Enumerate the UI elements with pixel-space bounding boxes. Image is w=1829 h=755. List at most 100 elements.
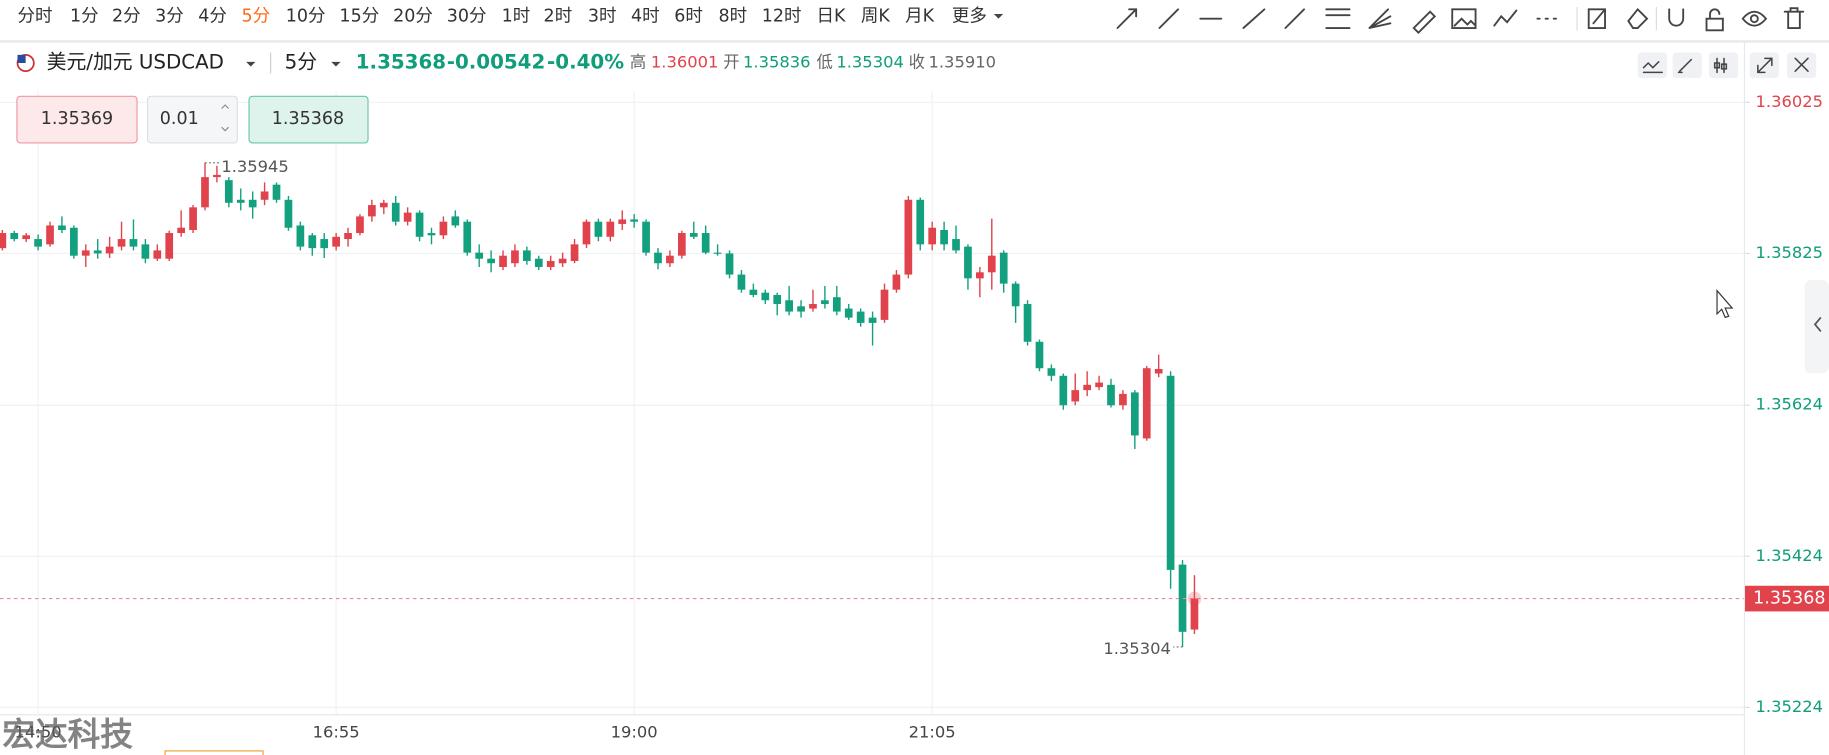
tool-icon[interactable] bbox=[1412, 10, 1437, 34]
candle-body bbox=[391, 202, 400, 222]
tool-icon[interactable] bbox=[1325, 8, 1351, 29]
candle-body bbox=[189, 207, 197, 230]
interval-tab[interactable]: 15分 bbox=[339, 6, 379, 26]
interval-tab[interactable]: 4分 bbox=[198, 6, 227, 26]
candle-body bbox=[451, 216, 460, 226]
tool-icon[interactable] bbox=[1493, 9, 1518, 27]
interval-tab[interactable]: 2时 bbox=[544, 6, 573, 26]
y-tick-label: 1.36025 bbox=[1756, 92, 1824, 111]
symbol-name[interactable]: 美元/加元 USDCAD bbox=[47, 51, 224, 74]
interval-tab[interactable]: 8时 bbox=[719, 6, 748, 26]
price-change-pct: -0.40% bbox=[547, 51, 624, 74]
window-button-icon bbox=[1794, 57, 1809, 72]
candle-body bbox=[618, 219, 627, 224]
candle-body bbox=[606, 221, 615, 237]
sell-button[interactable] bbox=[16, 95, 138, 144]
low-label: 低 bbox=[817, 53, 833, 72]
order-panel: 1.35369 0.01 1.35368 bbox=[16, 95, 369, 144]
candle-body bbox=[809, 304, 817, 309]
candle-body bbox=[284, 199, 293, 228]
candle-body bbox=[940, 229, 948, 245]
candle-body bbox=[499, 255, 507, 268]
candle-body bbox=[821, 300, 829, 305]
candle-body bbox=[10, 233, 19, 240]
candle-body bbox=[868, 317, 877, 323]
open-value: 1.35836 bbox=[743, 53, 811, 72]
interval-tab[interactable]: 月K bbox=[905, 6, 934, 26]
tool-icon[interactable] bbox=[1368, 8, 1392, 29]
candle-body bbox=[332, 236, 340, 247]
tool-icon[interactable] bbox=[1783, 7, 1805, 29]
candle-body bbox=[749, 289, 758, 295]
dropdown-icon[interactable] bbox=[331, 61, 341, 67]
high-marker-label: 1.35945 bbox=[221, 157, 289, 176]
interval-tab[interactable]: 6时 bbox=[674, 6, 703, 26]
interval-tab[interactable]: 4时 bbox=[631, 6, 660, 26]
tool-icon[interactable] bbox=[1451, 8, 1477, 29]
candle-body bbox=[272, 184, 281, 200]
candle-body bbox=[0, 233, 7, 249]
quantity-value: 0.01 bbox=[160, 109, 199, 129]
candle-body bbox=[34, 239, 42, 247]
interval-tab[interactable]: 2分 bbox=[112, 6, 141, 26]
candle-body bbox=[713, 252, 722, 254]
dropdown-icon[interactable] bbox=[246, 61, 256, 67]
tool-icon[interactable] bbox=[1668, 8, 1685, 27]
collapse-icon[interactable] bbox=[1813, 316, 1822, 332]
window-button-icon bbox=[1677, 58, 1693, 74]
candle-body bbox=[213, 174, 221, 178]
candle-body bbox=[70, 227, 78, 256]
candle-body bbox=[582, 221, 591, 245]
candle-body bbox=[880, 289, 889, 320]
tool-icon[interactable] bbox=[1158, 8, 1180, 29]
y-tick-label: 1.35624 bbox=[1756, 395, 1824, 414]
buy-button[interactable] bbox=[248, 95, 369, 144]
candle-body bbox=[236, 199, 245, 203]
interval-tab[interactable]: 3分 bbox=[155, 6, 184, 26]
interval-tab[interactable]: 5分 bbox=[241, 6, 270, 26]
last-price-label: 1.35368 bbox=[1753, 589, 1825, 609]
scroll-thumb[interactable] bbox=[164, 750, 264, 755]
interval-select[interactable]: 5分 bbox=[285, 51, 318, 74]
candle-body bbox=[856, 311, 865, 323]
tool-icon[interactable] bbox=[1741, 10, 1768, 27]
tool-icon[interactable] bbox=[1705, 8, 1724, 32]
candle-body bbox=[904, 199, 913, 275]
window-button[interactable] bbox=[1672, 52, 1702, 79]
tool-icon[interactable] bbox=[1284, 8, 1306, 29]
interval-tab[interactable]: 日K bbox=[817, 6, 846, 26]
candle-body bbox=[22, 235, 31, 240]
interval-tab[interactable]: 1分 bbox=[70, 6, 99, 26]
tool-icon[interactable] bbox=[1587, 8, 1606, 29]
candle-body bbox=[1190, 598, 1199, 630]
low-value: 1.35304 bbox=[836, 53, 904, 72]
tool-icon[interactable] bbox=[1242, 8, 1266, 29]
candle-body bbox=[701, 233, 710, 253]
candle-body bbox=[1119, 393, 1127, 406]
interval-tab[interactable]: 1时 bbox=[502, 6, 531, 26]
last-price-tag bbox=[1745, 585, 1829, 612]
stepper-icon[interactable] bbox=[221, 104, 230, 132]
interval-tab[interactable]: 20分 bbox=[393, 6, 433, 26]
last-price-glow bbox=[1187, 591, 1202, 606]
interval-tab[interactable]: 周K bbox=[861, 6, 890, 26]
interval-tab[interactable]: 更多 bbox=[952, 6, 987, 26]
candle-body bbox=[141, 244, 150, 259]
quantity-input[interactable] bbox=[146, 95, 238, 144]
tool-icon[interactable] bbox=[1627, 7, 1649, 29]
interval-tab[interactable]: 分时 bbox=[17, 6, 52, 26]
more-arrow[interactable] bbox=[993, 14, 1004, 19]
candle-body bbox=[1178, 564, 1187, 632]
y-tick-label: 1.35825 bbox=[1756, 243, 1824, 262]
price-change: -0.00542 bbox=[447, 51, 546, 74]
tool-icon[interactable] bbox=[1116, 8, 1138, 29]
interval-tab[interactable]: 30分 bbox=[447, 6, 487, 26]
candle-body bbox=[844, 308, 853, 318]
x-tick-label: 21:05 bbox=[909, 722, 956, 741]
interval-tab[interactable]: 3时 bbox=[588, 6, 617, 26]
window-button[interactable] bbox=[1637, 52, 1667, 79]
candle-body bbox=[368, 205, 376, 217]
interval-tab[interactable]: 12时 bbox=[762, 6, 802, 26]
candle-body bbox=[928, 227, 937, 245]
interval-tab[interactable]: 10分 bbox=[286, 6, 326, 26]
